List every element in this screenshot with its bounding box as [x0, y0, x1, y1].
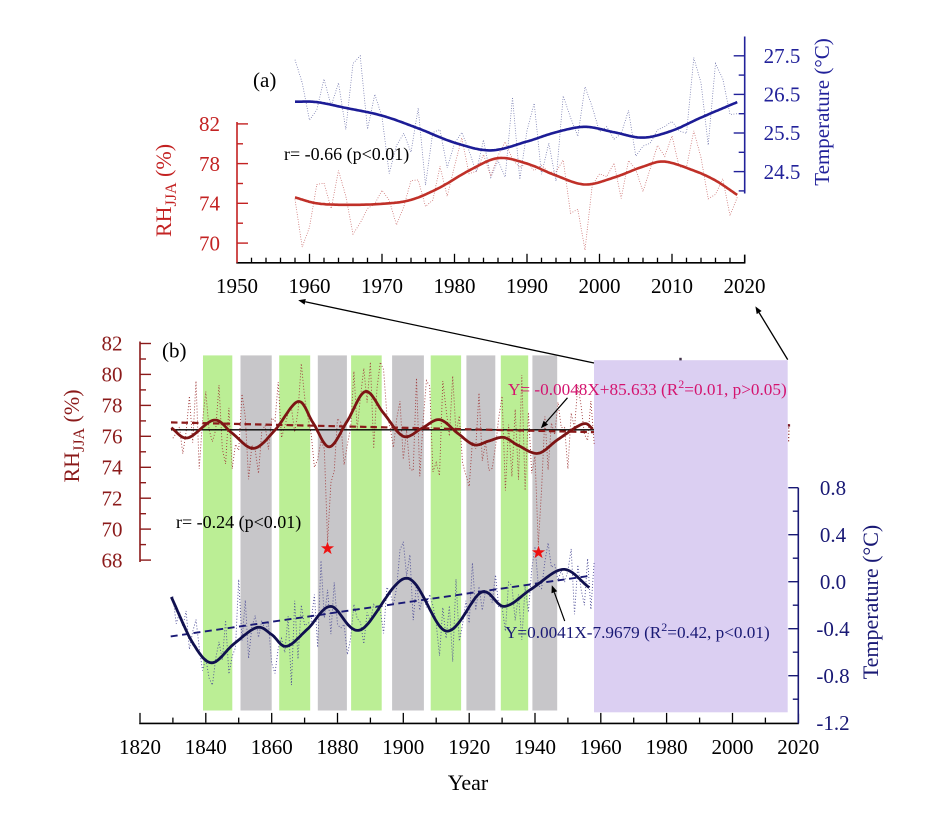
svg-text:Temperature (°C): Temperature (°C)	[810, 38, 834, 185]
svg-text:82: 82	[199, 112, 220, 136]
svg-text:25.5: 25.5	[764, 121, 801, 145]
svg-text:2000: 2000	[712, 735, 754, 759]
svg-text:1950: 1950	[216, 274, 258, 298]
svg-text:1860: 1860	[251, 735, 293, 759]
svg-text:82: 82	[102, 332, 123, 356]
svg-text:1840: 1840	[185, 735, 227, 759]
svg-text:74: 74	[102, 456, 124, 480]
svg-text:(b): (b)	[162, 339, 187, 363]
svg-text:27.5: 27.5	[764, 44, 801, 68]
svg-text:2010: 2010	[651, 274, 693, 298]
svg-text:1960: 1960	[580, 735, 622, 759]
svg-text:1900: 1900	[382, 735, 424, 759]
svg-text:Y=0.0041X-7.9679 (R2=0.42, p<0: Y=0.0041X-7.9679 (R2=0.42, p<0.01)	[505, 620, 770, 642]
svg-text:1960: 1960	[289, 274, 331, 298]
svg-text:26.5: 26.5	[764, 83, 801, 107]
svg-text:r= -0.66 (p<0.01): r= -0.66 (p<0.01)	[284, 144, 409, 165]
svg-text:78: 78	[199, 152, 220, 176]
svg-text:2020: 2020	[724, 274, 766, 298]
svg-text:68: 68	[102, 548, 123, 572]
svg-text:(a): (a)	[253, 68, 276, 92]
svg-text:24.5: 24.5	[764, 160, 801, 184]
svg-text:1940: 1940	[514, 735, 556, 759]
svg-text:1970: 1970	[361, 274, 403, 298]
svg-text:0.4: 0.4	[820, 523, 847, 547]
svg-text:Year: Year	[448, 770, 489, 795]
svg-text:70: 70	[102, 517, 123, 541]
svg-text:r= -0.24 (p<0.01): r= -0.24 (p<0.01)	[176, 512, 301, 533]
svg-text:0.0: 0.0	[820, 570, 846, 594]
svg-text:80: 80	[102, 363, 123, 387]
svg-text:-0.8: -0.8	[816, 664, 849, 688]
svg-text:1990: 1990	[506, 274, 548, 298]
svg-text:78: 78	[102, 394, 123, 418]
svg-text:72: 72	[102, 486, 123, 510]
svg-text:70: 70	[199, 231, 220, 255]
svg-text:Temperature (°C): Temperature (°C)	[858, 525, 883, 679]
svg-text:74: 74	[199, 192, 221, 216]
svg-text:Y= -0.0048X+85.633 (R2=0.01, p: Y= -0.0048X+85.633 (R2=0.01, p>0.05)	[508, 377, 787, 399]
svg-text:76: 76	[102, 425, 123, 449]
svg-text:-1.2: -1.2	[816, 711, 849, 735]
svg-text:1880: 1880	[317, 735, 359, 759]
svg-text:1980: 1980	[646, 735, 688, 759]
svg-text:2020: 2020	[777, 735, 819, 759]
svg-text:2000: 2000	[579, 274, 621, 298]
svg-text:-0.4: -0.4	[816, 617, 850, 641]
svg-text:1920: 1920	[448, 735, 490, 759]
svg-text:0.8: 0.8	[820, 476, 846, 500]
svg-text:1820: 1820	[119, 735, 161, 759]
svg-text:1980: 1980	[434, 274, 476, 298]
